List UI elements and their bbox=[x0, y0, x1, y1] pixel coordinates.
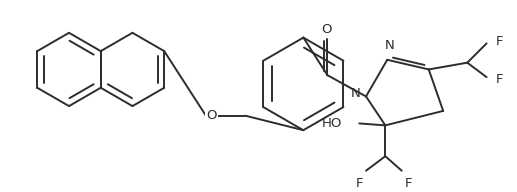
Text: HO: HO bbox=[322, 117, 342, 130]
Text: F: F bbox=[356, 177, 363, 190]
Text: F: F bbox=[496, 35, 504, 48]
Text: O: O bbox=[206, 109, 217, 122]
Text: O: O bbox=[321, 23, 332, 36]
Text: F: F bbox=[405, 177, 412, 190]
Text: N: N bbox=[384, 39, 394, 52]
Text: N: N bbox=[351, 87, 360, 100]
Text: F: F bbox=[496, 73, 504, 86]
